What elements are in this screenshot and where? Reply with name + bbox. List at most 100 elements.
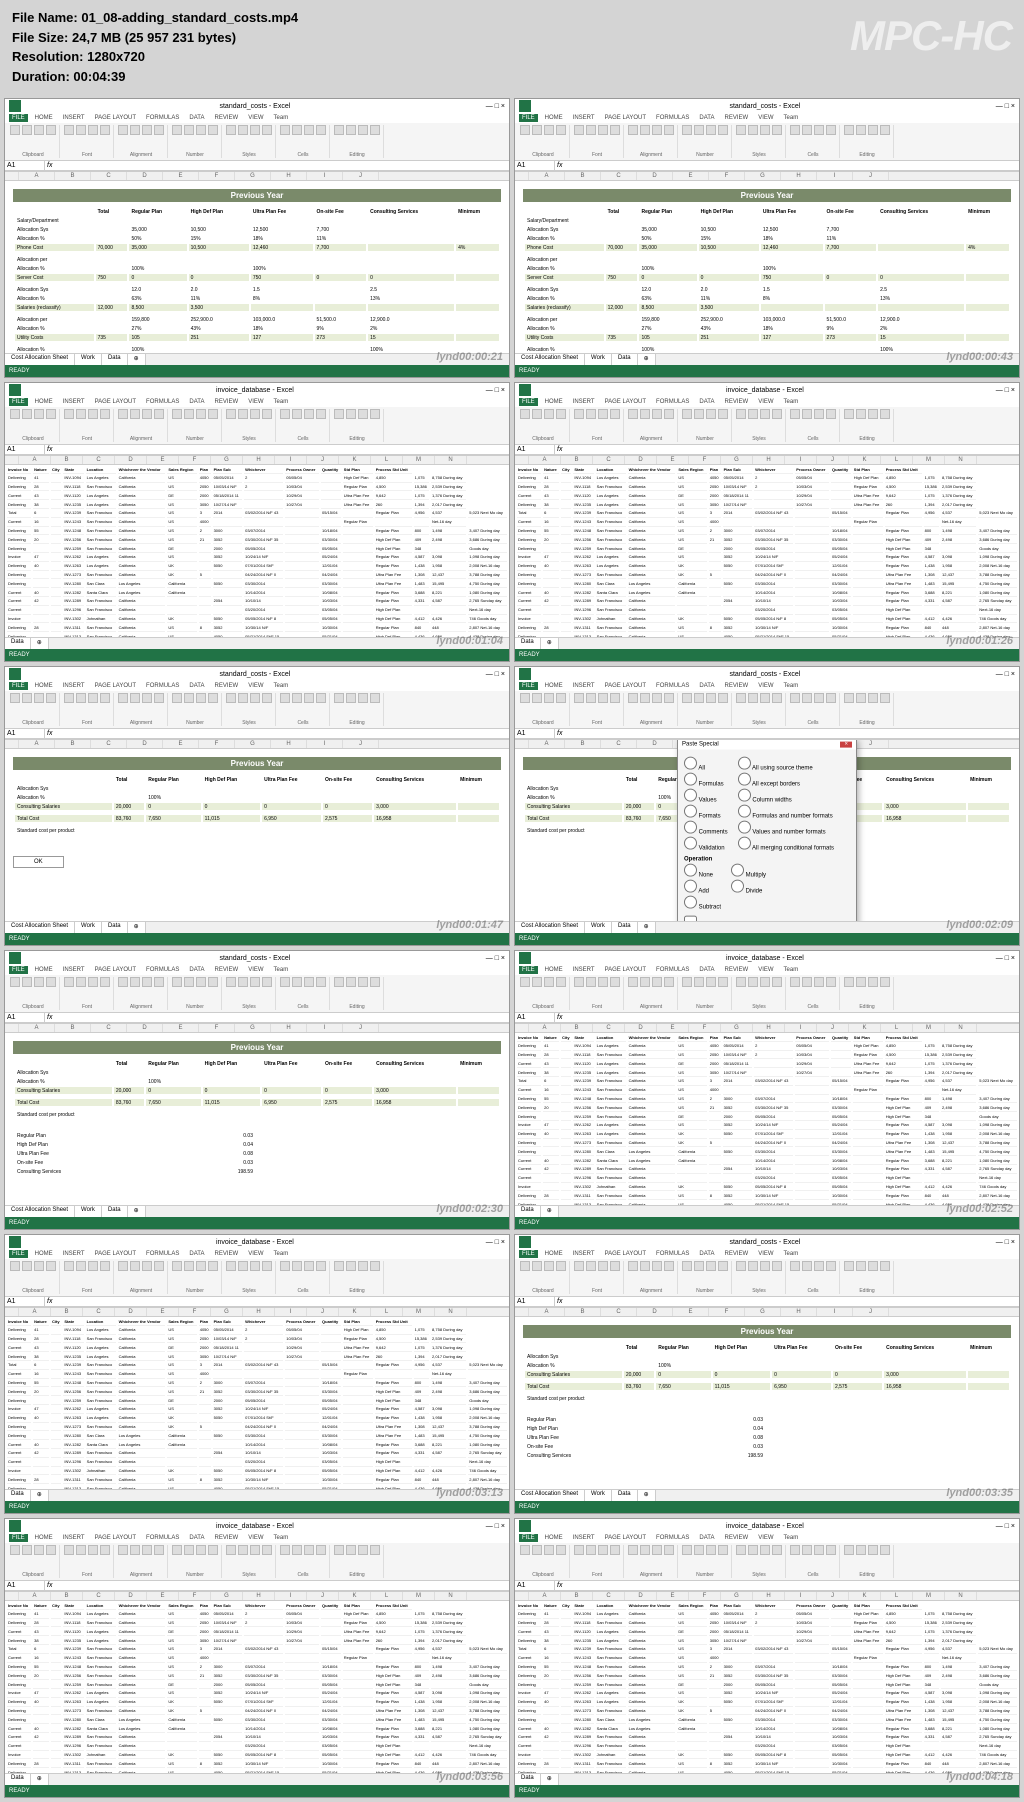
ribbon-tab-formulas[interactable]: FORMULAS xyxy=(653,398,692,406)
sheet-area[interactable]: ABCDEFGHIJKLMNInvoice NoNatureCityStateL… xyxy=(515,1024,1019,1214)
ribbon-tab-team[interactable]: Team xyxy=(781,114,802,122)
name-box[interactable]: A1 xyxy=(515,1297,555,1306)
sheet-area[interactable]: ABCDEFGHIJPrevious YearTotalRegular Plan… xyxy=(5,740,509,930)
ribbon-tab-home[interactable]: HOME xyxy=(542,1534,566,1542)
ribbon-tab-home[interactable]: HOME xyxy=(542,1250,566,1258)
window-controls[interactable]: — □ × xyxy=(996,103,1015,110)
ribbon[interactable]: Clipboard Font Alignment Number Styles xyxy=(515,975,1019,1013)
formula-bar[interactable]: A1 fx xyxy=(515,1297,1019,1307)
ribbon-tab-page layout[interactable]: PAGE LAYOUT xyxy=(92,114,139,122)
ribbon[interactable]: Clipboard Font Alignment Number Styles xyxy=(515,691,1019,729)
ribbon-tab-page layout[interactable]: PAGE LAYOUT xyxy=(92,398,139,406)
ribbon-tab-home[interactable]: HOME xyxy=(32,682,56,690)
col-headers[interactable]: ABCDEFGHIJKLMN xyxy=(5,1308,509,1317)
name-box[interactable]: A1 xyxy=(515,729,555,738)
ribbon-tab-data[interactable]: DATA xyxy=(696,682,717,690)
ribbon-tab-review[interactable]: REVIEW xyxy=(722,682,752,690)
ribbon-tab-data[interactable]: DATA xyxy=(696,1534,717,1542)
ribbon-tab-page layout[interactable]: PAGE LAYOUT xyxy=(92,1250,139,1258)
sheet-tabs[interactable]: Data ⊕ xyxy=(515,637,1019,649)
ribbon-tab-view[interactable]: VIEW xyxy=(245,398,266,406)
add-sheet[interactable]: ⊕ xyxy=(638,922,656,933)
sheet-tabs[interactable]: Data ⊕ xyxy=(515,1773,1019,1785)
ribbon-tab-review[interactable]: REVIEW xyxy=(722,1250,752,1258)
sheet-tab[interactable]: Data xyxy=(102,1206,128,1217)
add-sheet[interactable]: ⊕ xyxy=(638,1490,656,1501)
ribbon-tab-insert[interactable]: INSERT xyxy=(570,1250,598,1258)
fx-input[interactable]: fx xyxy=(555,729,1019,738)
name-box[interactable]: A1 xyxy=(5,1013,45,1022)
fx-input[interactable]: fx xyxy=(45,1297,509,1306)
window-controls[interactable]: — □ × xyxy=(486,671,505,678)
add-sheet[interactable]: ⊕ xyxy=(128,922,146,933)
ribbon-tab-view[interactable]: VIEW xyxy=(245,966,266,974)
col-headers[interactable]: ABCDEFGHIJ xyxy=(515,1308,1019,1317)
ribbon-tab-file[interactable]: FILE xyxy=(9,1250,28,1258)
ribbon-tab-formulas[interactable]: FORMULAS xyxy=(143,966,182,974)
sheet-area[interactable]: ABCDEFGHIJPrevious YearTotalRegular Plan… xyxy=(5,1024,509,1214)
name-box[interactable]: A1 xyxy=(5,1581,45,1590)
formula-bar[interactable]: A1 fx xyxy=(515,445,1019,455)
name-box[interactable]: A1 xyxy=(515,445,555,454)
fx-input[interactable]: fx xyxy=(45,445,509,454)
ribbon[interactable]: Clipboard Font Alignment Number Styles xyxy=(5,691,509,729)
sheet-tab[interactable]: Work xyxy=(75,922,102,933)
sheet-area[interactable]: ABCDEFGHIJKLMNInvoice NoNatureCityStateL… xyxy=(5,1308,509,1498)
col-headers[interactable]: ABCDEFGHIJ xyxy=(5,172,509,181)
ribbon-tab-home[interactable]: HOME xyxy=(542,966,566,974)
ribbon-tab-file[interactable]: FILE xyxy=(9,682,28,690)
ribbon-tab-team[interactable]: Team xyxy=(271,398,292,406)
ribbon-tab-insert[interactable]: INSERT xyxy=(60,1250,88,1258)
fx-input[interactable]: fx xyxy=(555,1581,1019,1590)
ribbon-tab-insert[interactable]: INSERT xyxy=(60,966,88,974)
ribbon-tab-team[interactable]: Team xyxy=(271,114,292,122)
sheet-tab[interactable]: Work xyxy=(75,354,102,365)
ribbon-tab-page layout[interactable]: PAGE LAYOUT xyxy=(602,966,649,974)
window-controls[interactable]: — □ × xyxy=(996,1239,1015,1246)
ribbon-tab-data[interactable]: DATA xyxy=(696,114,717,122)
sheet-tab[interactable]: Cost Allocation Sheet xyxy=(5,354,75,365)
ribbon-tab-home[interactable]: HOME xyxy=(32,1250,56,1258)
col-headers[interactable]: ABCDEFGHIJKLMN xyxy=(5,1592,509,1601)
fx-input[interactable]: fx xyxy=(45,161,509,170)
ribbon-tabs[interactable]: FILEHOMEINSERTPAGE LAYOUTFORMULASDATAREV… xyxy=(515,681,1019,691)
ribbon-tab-file[interactable]: FILE xyxy=(9,1534,28,1542)
sheet-area[interactable]: ABCDEFGHIJKLMNInvoice NoNatureCityStateL… xyxy=(5,1592,509,1782)
sheet-area[interactable]: ABCDEFGHIJPrevious YearTotalRegular Plan… xyxy=(5,172,509,362)
ribbon-tab-view[interactable]: VIEW xyxy=(245,114,266,122)
formula-bar[interactable]: A1 fx xyxy=(5,1581,509,1591)
add-sheet[interactable]: ⊕ xyxy=(31,1774,49,1785)
ribbon-tab-insert[interactable]: INSERT xyxy=(60,682,88,690)
ribbon-tab-view[interactable]: VIEW xyxy=(755,1250,776,1258)
ribbon-tab-formulas[interactable]: FORMULAS xyxy=(143,1534,182,1542)
ribbon-tabs[interactable]: FILEHOMEINSERTPAGE LAYOUTFORMULASDATAREV… xyxy=(5,1249,509,1259)
sheet-area[interactable]: ABCDEFGHIJKLMNInvoice NoNatureCityStateL… xyxy=(5,456,509,646)
fx-input[interactable]: fx xyxy=(555,445,1019,454)
ribbon-tab-formulas[interactable]: FORMULAS xyxy=(653,1534,692,1542)
ribbon-tab-view[interactable]: VIEW xyxy=(245,1250,266,1258)
ribbon-tabs[interactable]: FILEHOMEINSERTPAGE LAYOUTFORMULASDATAREV… xyxy=(5,681,509,691)
sheet-tab[interactable]: Data xyxy=(5,638,31,649)
ribbon-tab-file[interactable]: FILE xyxy=(519,114,538,122)
sheet-tab[interactable]: Cost Allocation Sheet xyxy=(515,1490,585,1501)
ribbon-tab-review[interactable]: REVIEW xyxy=(722,114,752,122)
ribbon-tab-home[interactable]: HOME xyxy=(542,398,566,406)
add-sheet[interactable]: ⊕ xyxy=(31,638,49,649)
col-headers[interactable]: ABCDEFGHIJKLMN xyxy=(5,456,509,465)
ribbon-tab-formulas[interactable]: FORMULAS xyxy=(143,114,182,122)
ribbon-tab-insert[interactable]: INSERT xyxy=(570,1534,598,1542)
ribbon-tab-data[interactable]: DATA xyxy=(186,1534,207,1542)
ribbon[interactable]: Clipboard Font Alignment Number Styles xyxy=(515,123,1019,161)
sheet-tab[interactable]: Data xyxy=(612,1490,638,1501)
ribbon-tab-file[interactable]: FILE xyxy=(519,682,538,690)
sheet-tabs[interactable]: Data ⊕ xyxy=(5,637,509,649)
formula-bar[interactable]: A1 fx xyxy=(5,1297,509,1307)
sheet-tab[interactable]: Data xyxy=(515,1206,541,1217)
ribbon-tab-review[interactable]: REVIEW xyxy=(212,1534,242,1542)
ribbon-tab-formulas[interactable]: FORMULAS xyxy=(653,682,692,690)
ribbon-tab-page layout[interactable]: PAGE LAYOUT xyxy=(602,114,649,122)
sheet-tab[interactable]: Cost Allocation Sheet xyxy=(515,922,585,933)
sheet-area[interactable]: ABCDEFGHIJKLMNInvoice NoNatureCityStateL… xyxy=(515,456,1019,646)
sheet-tab[interactable]: Work xyxy=(75,1206,102,1217)
ribbon-tab-data[interactable]: DATA xyxy=(186,966,207,974)
